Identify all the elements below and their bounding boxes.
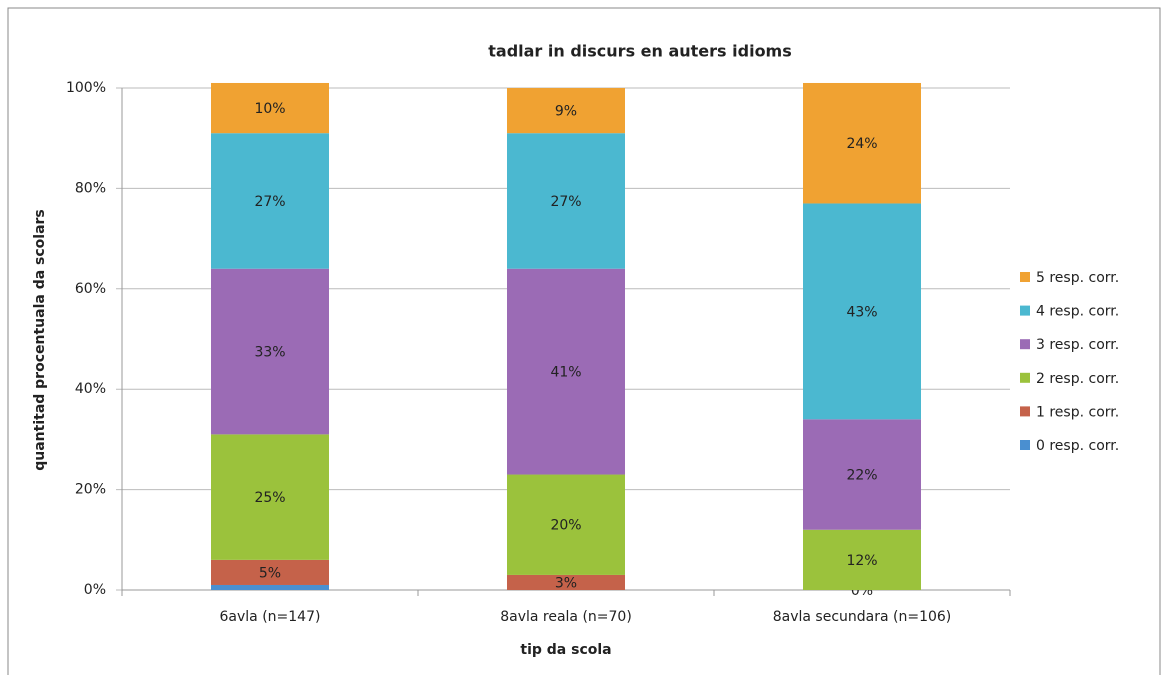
y-tick-label: 60% — [75, 281, 106, 297]
y-tick-label: 80% — [75, 180, 106, 196]
data-label: 9% — [555, 104, 577, 120]
data-label: 41% — [550, 365, 581, 381]
x-tick-label: 8avla secundara (n=106) — [773, 609, 952, 625]
x-tick-label: 6avla (n=147) — [220, 609, 321, 625]
legend-label: 1 resp. corr. — [1036, 404, 1119, 420]
legend-label: 3 resp. corr. — [1036, 337, 1119, 353]
legend-label: 4 resp. corr. — [1036, 304, 1119, 320]
x-axis-title: tip da scola — [520, 642, 611, 658]
data-label: 12% — [846, 553, 877, 569]
bar-segment — [803, 419, 921, 530]
data-label: 24% — [846, 136, 877, 152]
y-axis-title: quantitad procentuala da scolars — [32, 209, 48, 471]
y-tick-label: 100% — [66, 80, 106, 96]
bar-segment — [803, 529, 921, 590]
bar-segment — [211, 584, 329, 590]
bar-segment — [507, 133, 625, 269]
bar-segment — [211, 82, 329, 134]
data-label: 3% — [555, 575, 577, 591]
data-label: 43% — [846, 304, 877, 320]
y-tick-label: 0% — [84, 582, 106, 598]
x-tick-label: 8avla reala (n=70) — [500, 609, 632, 625]
data-label: 22% — [846, 468, 877, 484]
data-label: 33% — [254, 345, 285, 361]
bar-segment — [507, 268, 625, 475]
legend-swatch — [1020, 372, 1030, 383]
bar-segment — [507, 474, 625, 575]
bar-segment — [211, 268, 329, 435]
bar-segment — [211, 434, 329, 560]
data-label: 27% — [254, 194, 285, 210]
bar-segment — [507, 88, 625, 134]
legend-label: 5 resp. corr. — [1036, 270, 1119, 286]
bar-segment — [803, 203, 921, 420]
legend-swatch — [1020, 406, 1030, 417]
bar-segment — [211, 559, 329, 585]
data-label: 5% — [259, 565, 281, 581]
bar-segment — [507, 574, 625, 590]
legend-swatch — [1020, 339, 1030, 350]
legend-swatch — [1020, 305, 1030, 316]
legend-swatch — [1020, 272, 1030, 282]
data-label: 10% — [254, 101, 285, 117]
legend-label: 2 resp. corr. — [1036, 371, 1119, 387]
y-tick-label: 40% — [75, 381, 106, 397]
legend-label: 0 resp. corr. — [1036, 438, 1119, 454]
data-label: 20% — [550, 518, 581, 534]
y-tick-label: 20% — [75, 482, 106, 498]
legend-swatch — [1020, 440, 1030, 450]
chart-title: tadlar in discurs en auters idioms — [488, 42, 792, 61]
bar-segment — [803, 82, 921, 204]
bar-segment — [211, 133, 329, 269]
data-label: 27% — [550, 194, 581, 210]
data-label: 25% — [254, 490, 285, 506]
